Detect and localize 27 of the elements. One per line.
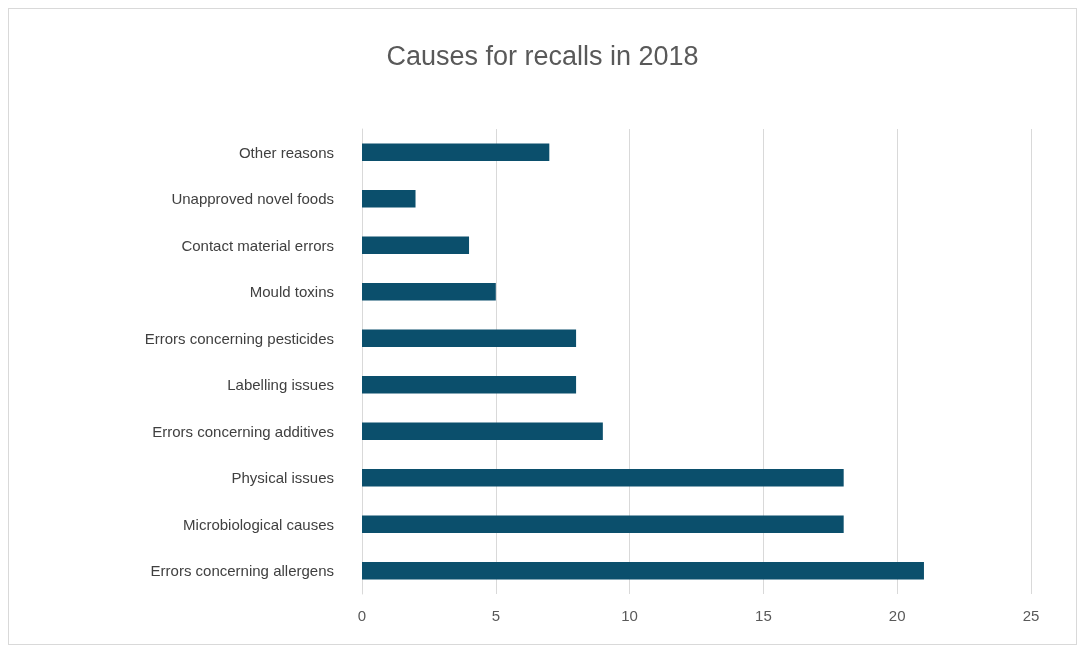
x-tick-label: 0 [357, 607, 367, 624]
chart-title: Causes for recalls in 2018 [386, 40, 699, 71]
y-tick-label: Physical issues [231, 469, 334, 487]
x-tick-label: 20 [888, 607, 906, 624]
x-tick-label: 25 [1022, 607, 1040, 624]
bar [362, 236, 470, 255]
y-tick-label: Labelling issues [227, 376, 334, 394]
y-tick-label: Other reasons [238, 143, 334, 161]
y-tick-label: Errors concerning additives [152, 422, 334, 440]
x-tick-label: 5 [491, 607, 500, 624]
bar [362, 422, 603, 441]
bar [362, 329, 577, 348]
bar [362, 515, 844, 534]
y-tick-label: Mould toxins [249, 283, 334, 301]
bar [362, 561, 924, 580]
x-tick-label: 10 [621, 607, 638, 624]
y-tick-label: Errors concerning pesticides [144, 329, 334, 347]
y-tick-label: Errors concerning allergens [150, 562, 334, 580]
y-tick-label: Unapproved novel foods [171, 190, 334, 208]
bar [362, 468, 844, 487]
y-tick-label: Microbiological causes [183, 515, 334, 533]
bar [362, 143, 550, 162]
bar [362, 189, 416, 208]
bar [362, 375, 577, 394]
x-tick-label: 15 [755, 607, 772, 624]
y-tick-label: Contact material errors [181, 236, 334, 254]
bar [362, 282, 496, 301]
